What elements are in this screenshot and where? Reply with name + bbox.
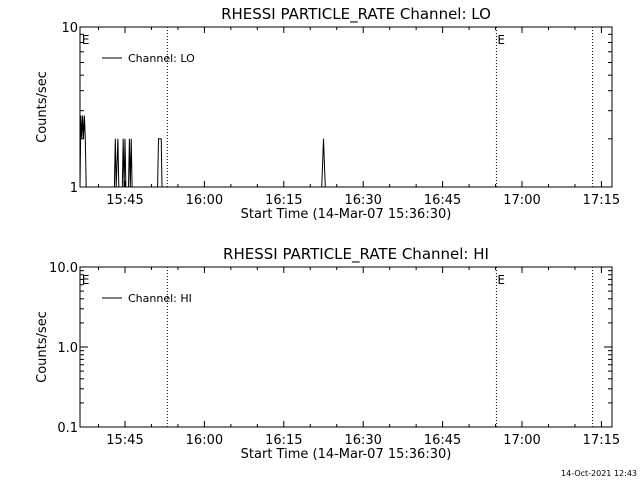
y-tick-label: 1	[70, 181, 78, 196]
x-tick-label: 17:15	[583, 433, 620, 448]
plot-frame	[79, 26, 613, 188]
x-axis-label: Start Time (14-Mar-07 15:36:30)	[241, 447, 452, 462]
chart-lo: RHESSI PARTICLE_RATE Channel: LO 15:45 16:…	[35, 5, 620, 222]
chart-title: RHESSI PARTICLE_RATE Channel: LO	[221, 5, 491, 24]
y-tick-label: 1.0	[57, 341, 78, 356]
x-tick-label: 17:15	[583, 193, 620, 208]
x-tick-label: 16:45	[424, 433, 461, 448]
y-axis-label: Counts/sec	[35, 311, 50, 383]
legend-entry: Channel: HI	[128, 292, 192, 305]
event-marker: E	[82, 273, 90, 287]
y-axis-label: Counts/sec	[35, 71, 50, 143]
x-tick-label: 16:00	[186, 193, 223, 208]
y-tick-label: 0.1	[57, 421, 78, 436]
chart-hi: RHESSI PARTICLE_RATE Channel: HI 15:45 16:…	[35, 245, 620, 462]
footer-timestamp: 14-Oct-2021 12:43	[561, 469, 637, 478]
x-tick-label: 16:00	[186, 433, 223, 448]
x-tick-label: 15:45	[106, 433, 143, 448]
series-line	[79, 115, 326, 188]
x-tick-label: 16:30	[344, 193, 381, 208]
y-tick-label: 10.0	[49, 261, 78, 276]
x-tick-label: 15:45	[106, 193, 143, 208]
x-tick-label: 16:15	[265, 433, 302, 448]
event-marker: E	[82, 33, 90, 47]
x-tick-label: 17:00	[503, 433, 540, 448]
y-tick-label: 10	[61, 21, 78, 36]
event-marker: E	[497, 273, 505, 287]
x-axis-label: Start Time (14-Mar-07 15:36:30)	[241, 207, 452, 222]
event-marker: E	[497, 33, 505, 47]
plot-frame	[79, 266, 613, 428]
x-tick-label: 16:45	[424, 193, 461, 208]
x-tick-label: 16:30	[344, 433, 381, 448]
chart-title: RHESSI PARTICLE_RATE Channel: HI	[223, 245, 489, 264]
legend-entry: Channel: LO	[128, 52, 195, 65]
x-tick-label: 17:00	[503, 193, 540, 208]
x-tick-label: 16:15	[265, 193, 302, 208]
